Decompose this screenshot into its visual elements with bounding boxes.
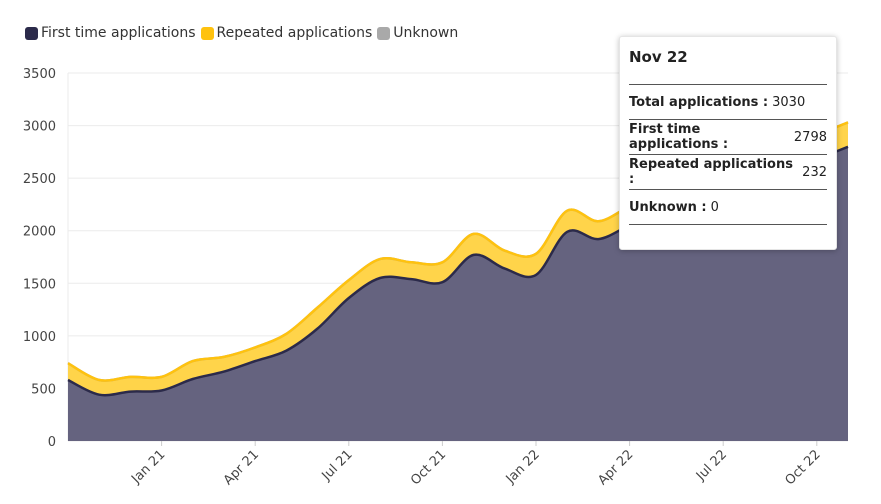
tooltip-row-unknown: Unknown : 0 xyxy=(629,189,827,225)
tooltip-value: 232 xyxy=(802,164,827,180)
legend-item-first-time[interactable]: First time applications xyxy=(25,25,196,41)
tooltip-label: Total applications : xyxy=(629,94,769,110)
chart-tooltip: Nov 22 Total applications : 3030 First t… xyxy=(619,36,837,250)
area-repeated-applications xyxy=(68,122,848,396)
legend-swatch-repeated xyxy=(200,26,214,40)
tooltip-value: 0 xyxy=(710,199,719,215)
tooltip-label: Unknown : xyxy=(629,199,707,215)
tooltip-row-first-time: First time applications : 2798 xyxy=(629,119,827,154)
y-tick-label: 0 xyxy=(48,435,56,450)
y-tick-label: 1000 xyxy=(23,330,56,345)
legend-label-unknown: Unknown xyxy=(393,25,459,41)
tooltip-row-total: Total applications : 3030 xyxy=(629,84,827,119)
legend-item-unknown[interactable]: Unknown xyxy=(377,25,458,41)
y-tick-label: 500 xyxy=(31,382,56,397)
y-tick-label: 3000 xyxy=(23,120,56,135)
legend-label-first-time: First time applications xyxy=(41,25,196,41)
tooltip-value: 3030 xyxy=(772,94,806,110)
y-tick-label: 2500 xyxy=(23,172,56,187)
legend-item-repeated[interactable]: Repeated applications xyxy=(200,25,373,41)
x-tick-label: Jan 22 xyxy=(503,447,543,487)
x-tick-label: Oct 22 xyxy=(783,447,824,488)
x-tick-label: Oct 21 xyxy=(408,447,449,488)
y-tick-label: 3500 xyxy=(23,67,56,82)
legend-swatch-first-time xyxy=(25,26,38,40)
y-tick-label: 2000 xyxy=(23,225,56,240)
x-tick-label: Jan 21 xyxy=(128,447,168,487)
tooltip-title: Nov 22 xyxy=(629,48,688,66)
legend-swatch-unknown xyxy=(377,26,391,40)
tooltip-label: Repeated applications : xyxy=(629,157,793,187)
legend-label-repeated: Repeated applications xyxy=(216,25,373,41)
chart-legend: First time applications Repeated applica… xyxy=(25,25,458,41)
x-tick-label: Jul 22 xyxy=(693,447,730,484)
x-tick-label: Jul 21 xyxy=(319,447,356,484)
tooltip-row-repeated: Repeated applications : 232 xyxy=(629,154,827,189)
tooltip-label: First time applications : xyxy=(629,122,729,152)
tooltip-value: 2798 xyxy=(793,129,827,145)
y-tick-label: 1500 xyxy=(23,277,56,292)
x-tick-label: Apr 21 xyxy=(221,447,262,488)
x-tick-label: Apr 22 xyxy=(595,447,636,488)
